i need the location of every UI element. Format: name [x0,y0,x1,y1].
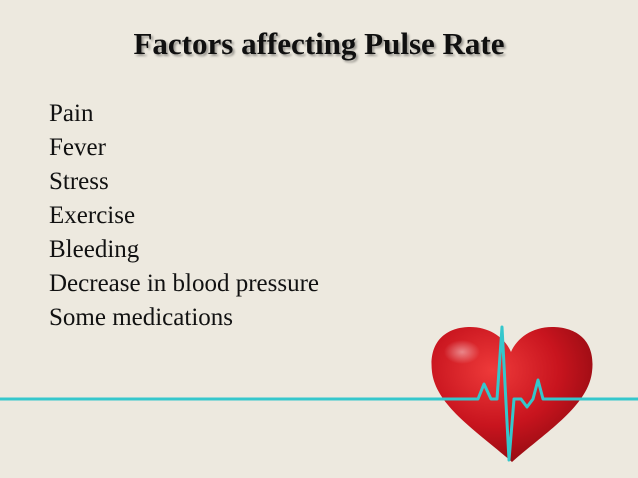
bullet-list: Pain Fever Stress Exercise Bleeding Decr… [49,97,319,335]
slide-title: Factors affecting Pulse Rate [133,26,505,61]
list-item: Stress [49,168,109,195]
list-item: Fever [49,134,106,161]
ecg-line [0,325,638,462]
list-item: Bleeding [49,236,140,263]
list-item: Some medications [49,304,233,331]
list-item: Pain [49,100,94,127]
heart-highlight [444,340,480,364]
list-item: Decrease in blood pressure [49,270,320,297]
list-item: Exercise [49,202,136,229]
